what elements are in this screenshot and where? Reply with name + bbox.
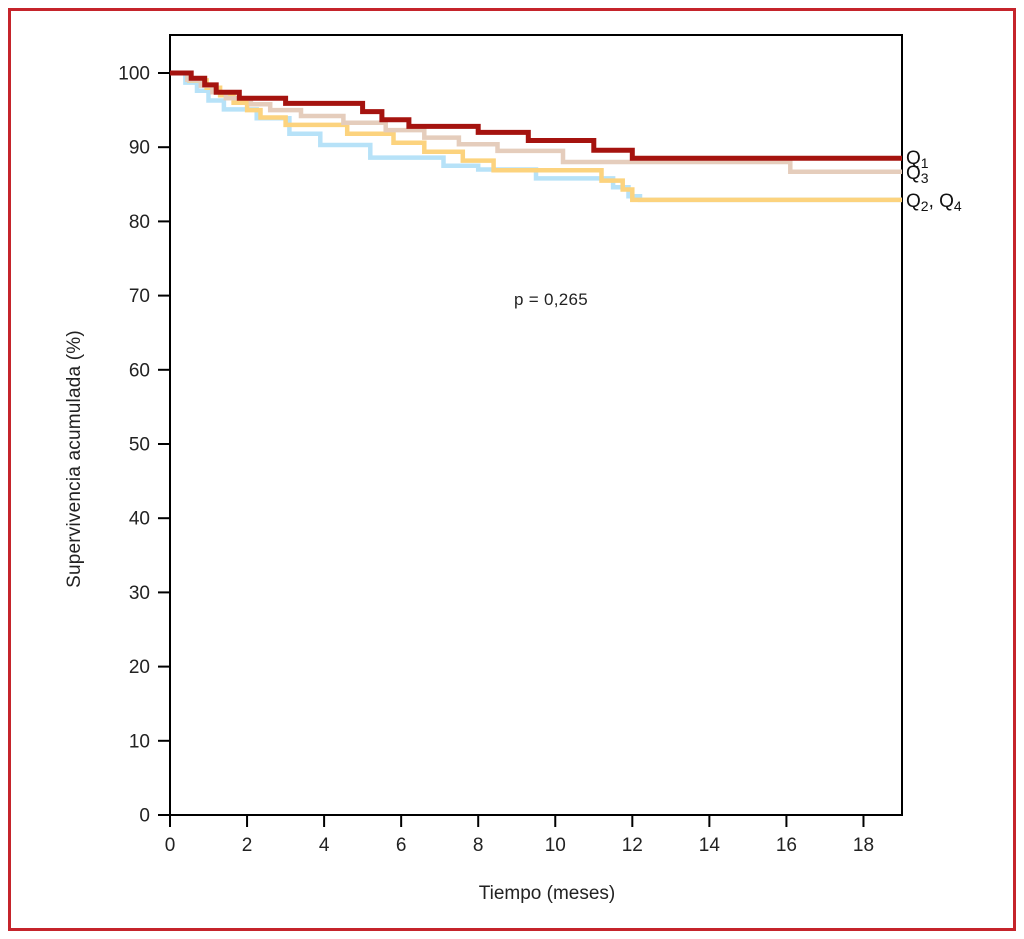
x-tick-label: 0 bbox=[165, 835, 176, 856]
y-tick-label: 10 bbox=[129, 731, 150, 752]
curve-label-q3: Q3 bbox=[906, 164, 929, 185]
y-tick-label: 90 bbox=[129, 138, 150, 159]
survival-curve-q2 bbox=[170, 70, 902, 203]
p-value-annotation: p = 0,265 bbox=[513, 290, 589, 309]
x-tick-label: 18 bbox=[853, 835, 874, 856]
curve-label-q1: Q1 bbox=[906, 149, 929, 170]
curve-label-subscript: 3 bbox=[920, 170, 929, 187]
x-axis-label: Tiempo (meses) bbox=[478, 883, 616, 904]
x-tick-label: 16 bbox=[776, 835, 797, 856]
x-tick-label: 12 bbox=[622, 835, 643, 856]
y-tick-label: 20 bbox=[129, 657, 150, 678]
x-tick-label: 2 bbox=[242, 835, 253, 856]
x-tick-label: 4 bbox=[319, 835, 330, 856]
figure-frame: Supervivencia acumulada (%) Tiempo (mese… bbox=[8, 8, 1016, 931]
survival-curve-q1 bbox=[170, 70, 902, 161]
y-tick-label: 100 bbox=[118, 64, 150, 85]
y-tick-label: 70 bbox=[129, 286, 150, 307]
survival-curve-q4 bbox=[170, 70, 902, 203]
curve-label-text: Q bbox=[906, 163, 921, 185]
curve-label-subscript: 2 bbox=[920, 198, 929, 215]
curve-label-text: , Q bbox=[928, 191, 954, 213]
curve-label-text: Q bbox=[906, 148, 921, 170]
curve-label-q2-q4: Q2, Q4 bbox=[906, 192, 962, 213]
y-tick-label: 0 bbox=[139, 806, 150, 827]
curve-label-subscript: 4 bbox=[953, 198, 962, 215]
x-tick-label: 14 bbox=[699, 835, 721, 856]
x-tick-label: 10 bbox=[545, 835, 566, 856]
y-tick-label: 40 bbox=[129, 509, 150, 530]
x-tick-label: 8 bbox=[473, 835, 484, 856]
y-tick-label: 30 bbox=[129, 583, 150, 604]
curve-label-text: Q bbox=[906, 191, 921, 213]
y-tick-label: 80 bbox=[129, 212, 150, 233]
y-tick-label: 50 bbox=[129, 435, 150, 456]
y-tick-label: 60 bbox=[129, 360, 150, 381]
plot-border bbox=[169, 34, 903, 816]
x-tick-label: 6 bbox=[396, 835, 407, 856]
curve-label-subscript: 1 bbox=[920, 155, 929, 172]
